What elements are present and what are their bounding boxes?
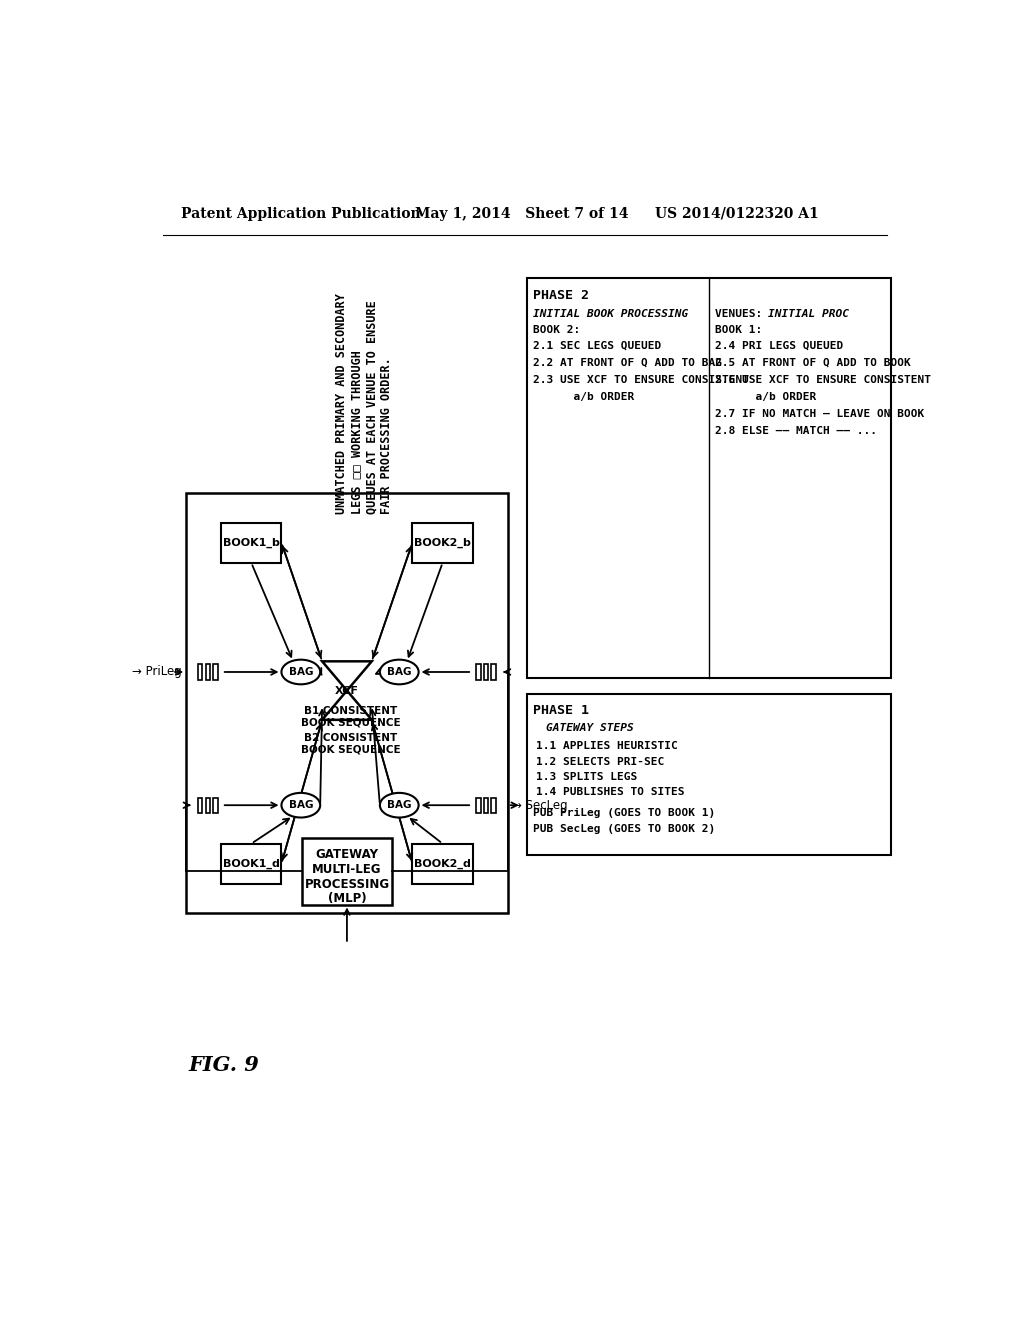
- Text: BOOK2_d: BOOK2_d: [415, 858, 471, 869]
- Text: FIG. 9: FIG. 9: [188, 1056, 259, 1076]
- Text: BOOK 2:: BOOK 2:: [534, 326, 581, 335]
- Text: PUB SecLeg (GOES TO BOOK 2): PUB SecLeg (GOES TO BOOK 2): [534, 825, 716, 834]
- Text: a/b ORDER: a/b ORDER: [716, 392, 817, 401]
- Bar: [476, 664, 480, 680]
- Text: 1.2 SELECTS PRI-SEC: 1.2 SELECTS PRI-SEC: [537, 756, 665, 767]
- Ellipse shape: [380, 793, 419, 817]
- Text: BOOK 1:: BOOK 1:: [716, 326, 763, 335]
- Bar: [413, 523, 473, 562]
- Text: 2.5 AT FRONT OF Q ADD TO BOOK: 2.5 AT FRONT OF Q ADD TO BOOK: [716, 358, 911, 368]
- Bar: [483, 797, 488, 813]
- Text: MULTI-LEG: MULTI-LEG: [312, 863, 382, 876]
- Text: PUB PriLeg (GOES TO BOOK 1): PUB PriLeg (GOES TO BOOK 1): [534, 808, 716, 817]
- Text: PROCESSING: PROCESSING: [304, 878, 389, 891]
- Text: VENUES:: VENUES:: [716, 309, 769, 318]
- Text: BAG: BAG: [387, 667, 412, 677]
- Text: May 1, 2014   Sheet 7 of 14: May 1, 2014 Sheet 7 of 14: [415, 207, 629, 220]
- Text: BAG: BAG: [289, 800, 313, 810]
- Text: PHASE 2: PHASE 2: [534, 289, 590, 301]
- Bar: [527, 277, 891, 678]
- Text: 2.8 ELSE –– MATCH –– ...: 2.8 ELSE –– MATCH –– ...: [716, 425, 878, 436]
- Bar: [476, 797, 480, 813]
- Text: a/b ORDER: a/b ORDER: [534, 392, 635, 401]
- Text: INITIAL PROC: INITIAL PROC: [768, 309, 849, 318]
- Text: Patent Application Publication: Patent Application Publication: [180, 207, 420, 220]
- Text: → SecLeg: → SecLeg: [512, 799, 567, 812]
- Text: BAG: BAG: [387, 800, 412, 810]
- Text: BOOK SEQUENCE: BOOK SEQUENCE: [301, 718, 400, 727]
- Text: B1 CONSISTENT: B1 CONSISTENT: [304, 706, 397, 715]
- Ellipse shape: [380, 660, 419, 684]
- Text: (MLP): (MLP): [328, 892, 367, 906]
- Text: 2.7 IF NO MATCH – LEAVE ON BOOK: 2.7 IF NO MATCH – LEAVE ON BOOK: [716, 409, 925, 418]
- Text: BOOK2_b: BOOK2_b: [415, 537, 471, 548]
- Text: GATEWAY STEPS: GATEWAY STEPS: [547, 723, 634, 733]
- Bar: [198, 797, 203, 813]
- Text: 1.4 PUBLISHES TO SITES: 1.4 PUBLISHES TO SITES: [537, 788, 685, 797]
- Text: BOOK SEQUENCE: BOOK SEQUENCE: [301, 744, 400, 755]
- Bar: [527, 693, 891, 855]
- Bar: [492, 664, 496, 680]
- Text: BOOK1_b: BOOK1_b: [223, 537, 280, 548]
- Bar: [198, 664, 203, 680]
- Bar: [213, 664, 218, 680]
- Polygon shape: [323, 661, 372, 719]
- Bar: [492, 797, 496, 813]
- Text: 2.4 PRI LEGS QUEUED: 2.4 PRI LEGS QUEUED: [716, 341, 844, 351]
- Ellipse shape: [282, 793, 321, 817]
- Text: INITIAL BOOK PROCESSING: INITIAL BOOK PROCESSING: [534, 309, 688, 318]
- Bar: [206, 797, 210, 813]
- Text: 1.3 SPLITS LEGS: 1.3 SPLITS LEGS: [537, 772, 638, 781]
- Bar: [206, 664, 210, 680]
- Text: BAG: BAG: [289, 667, 313, 677]
- Text: XCF: XCF: [335, 685, 358, 696]
- Bar: [186, 494, 508, 913]
- Text: GATEWAY: GATEWAY: [315, 849, 379, 862]
- Text: 2.1 SEC LEGS QUEUED: 2.1 SEC LEGS QUEUED: [534, 341, 662, 351]
- Text: B2 CONSISTENT: B2 CONSISTENT: [304, 733, 397, 743]
- Text: 2.2 AT FRONT OF Q ADD TO BAG: 2.2 AT FRONT OF Q ADD TO BAG: [534, 358, 722, 368]
- Text: BOOK1_d: BOOK1_d: [223, 858, 280, 869]
- Text: US 2014/0122320 A1: US 2014/0122320 A1: [655, 207, 819, 220]
- Text: 2.6 USE XCF TO ENSURE CONSISTENT: 2.6 USE XCF TO ENSURE CONSISTENT: [716, 375, 932, 384]
- Text: 1.1 APPLIES HEURISTIC: 1.1 APPLIES HEURISTIC: [537, 742, 678, 751]
- Text: UNMATCHED PRIMARY AND SECONDARY
LEGS □□ WORKING THROUGH
QUEUES AT EACH VENUE TO : UNMATCHED PRIMARY AND SECONDARY LEGS □□ …: [336, 293, 393, 513]
- Bar: [221, 523, 282, 562]
- Bar: [413, 843, 473, 884]
- Bar: [302, 837, 391, 906]
- Text: → PriLeg: → PriLeg: [132, 665, 182, 678]
- Text: 2.3 USE XCF TO ENSURE CONSISTENT: 2.3 USE XCF TO ENSURE CONSISTENT: [534, 375, 750, 384]
- Bar: [213, 797, 218, 813]
- Text: PHASE 1: PHASE 1: [534, 705, 590, 717]
- Ellipse shape: [282, 660, 321, 684]
- Bar: [221, 843, 282, 884]
- Bar: [483, 664, 488, 680]
